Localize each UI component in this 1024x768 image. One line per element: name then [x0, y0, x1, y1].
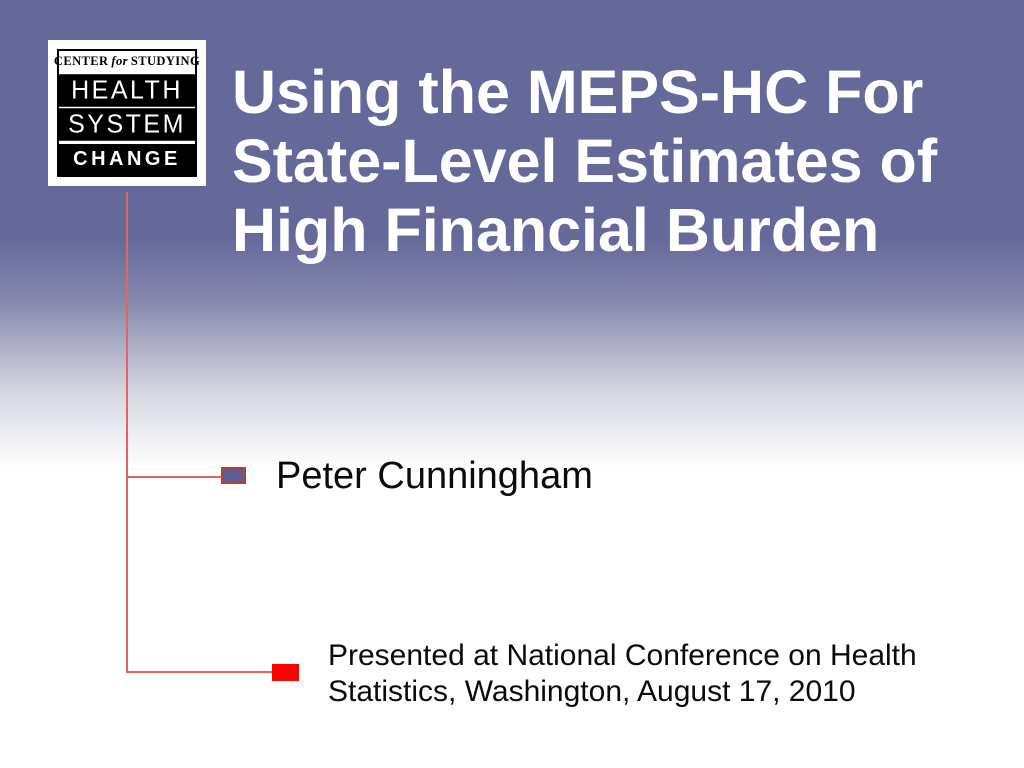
author-name: Peter Cunningham [276, 455, 593, 497]
logo-bar-system: SYSTEM [59, 108, 195, 142]
bullet-marker-author [221, 467, 246, 484]
logo-bar-change: CHANGE [59, 143, 195, 175]
logo-bar-health: HEALTH [59, 74, 195, 108]
slide-title-line-2: State-Level Estimates of [232, 127, 938, 195]
slide-title: Using the MEPS-HC For State-Level Estima… [232, 58, 952, 265]
slide-title-line-3: High Financial Burden [232, 196, 880, 264]
slide-title-line-1: Using the MEPS-HC For [232, 58, 924, 126]
logo-tagline-word1: CENTER [53, 54, 109, 68]
presentation-venue: Presented at National Conference on Heal… [328, 639, 917, 708]
logo-tagline-word2: for [111, 54, 128, 68]
hsc-logo: CENTER for STUDYING HEALTH SYSTEM CHANGE [48, 40, 206, 186]
bullet-marker-presentation [272, 664, 299, 681]
connector-line-bullet-2 [126, 671, 273, 673]
logo-tagline: CENTER for STUDYING [54, 51, 200, 72]
connector-vertical-line [126, 192, 128, 673]
logo-tagline-word3: STUDYING [130, 54, 201, 68]
connector-line-bullet-1 [126, 476, 222, 478]
hsc-logo-frame: CENTER for STUDYING HEALTH SYSTEM CHANGE [54, 49, 200, 177]
